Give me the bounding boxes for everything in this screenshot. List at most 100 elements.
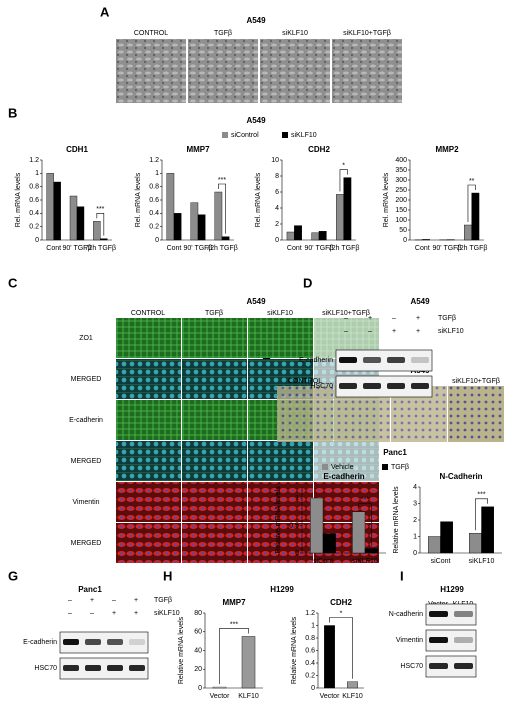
transwell-image [277, 386, 333, 442]
condition-sign: – [90, 610, 94, 617]
bar [352, 511, 366, 554]
bar [214, 191, 223, 241]
blot-band [63, 665, 79, 671]
blot-frame [425, 655, 477, 678]
y-tick-label: 1.2 [305, 610, 315, 617]
row-label: Vimentin [72, 499, 99, 506]
bar [294, 225, 302, 241]
blot-band [129, 639, 145, 645]
significance-bracket [475, 498, 488, 531]
y-tick-label: 0.4 [305, 660, 315, 667]
x-tick-label: 90' TGFβ [433, 245, 462, 252]
significance-label: *** [361, 497, 369, 504]
y-tick-label: 0 [295, 550, 299, 557]
bar [212, 686, 227, 689]
fluorescence-image [116, 523, 181, 563]
bar [241, 636, 256, 689]
bar [310, 497, 324, 554]
micrograph [188, 39, 258, 103]
blot-band [429, 611, 448, 617]
chart-title: MMP7 [222, 598, 246, 607]
y-tick-label: 1.2 [149, 157, 159, 164]
bar [336, 194, 344, 241]
fluorescence-image [182, 318, 247, 358]
bar [469, 533, 482, 554]
y-tick-label: 0.2 [29, 224, 39, 231]
y-tick-label: 1 [155, 170, 159, 177]
condition-label: TGFβ [438, 315, 456, 322]
chart-title: N-Cadherin [439, 472, 482, 481]
panel-title: Panc1 [383, 448, 407, 457]
row-label: E-cadherin [69, 417, 103, 424]
blot-band [107, 665, 123, 671]
chart-title: CDH2 [308, 145, 330, 154]
bar [440, 521, 454, 554]
blot-band [429, 637, 448, 643]
y-tick-label: 0.5 [289, 522, 299, 529]
band-label: N-cadherin [389, 611, 423, 618]
blot-band [411, 357, 429, 363]
y-tick-label: 300 [395, 177, 407, 184]
y-tick-label: 4 [275, 205, 279, 212]
panel-title: A549 [410, 297, 430, 306]
fluorescence-image [248, 441, 313, 481]
y-axis-label: Relative mRNA levels [291, 616, 298, 684]
bar [343, 177, 352, 241]
blot-frame [335, 375, 433, 398]
condition-sign: + [134, 610, 138, 617]
legend-label: Vehicle [331, 464, 354, 471]
legend-label: siControl [231, 132, 259, 139]
bar [173, 213, 182, 241]
y-tick-label: 6 [275, 189, 279, 196]
fluorescence-image [116, 318, 181, 358]
band-label: Vimentin [396, 637, 423, 644]
column-label: TGFβ [205, 310, 223, 317]
y-tick-label: 80 [194, 610, 202, 617]
significance-bracket [219, 628, 249, 685]
blot-band [339, 357, 357, 363]
row-label: ZO1 [79, 335, 93, 342]
fluorescence-image [116, 359, 181, 399]
chart-title: E-cadherin [323, 472, 364, 481]
condition-sign: – [344, 315, 348, 322]
significance-label: *** [218, 177, 226, 184]
y-axis-label: Rel. mRNA levels [15, 172, 22, 227]
chart-title: CDH1 [66, 145, 88, 154]
panel-letter: D [303, 275, 312, 290]
y-tick-label: 50 [399, 227, 407, 234]
legend-swatch [382, 464, 388, 470]
band-label: E-cadherin [299, 357, 333, 364]
band-label: HSC70 [400, 663, 423, 670]
significance-bracket [358, 503, 372, 546]
y-tick-label: 400 [395, 157, 407, 164]
x-tick-label: 72h TGFβ [85, 245, 117, 252]
blot-band [85, 665, 101, 671]
chart-title: MMP7 [186, 145, 210, 154]
blot-band [387, 383, 405, 389]
y-tick-label: 1 [311, 622, 315, 629]
column-label: CONTROL [131, 310, 165, 317]
bar [190, 202, 199, 241]
column-label: TGFβ [214, 30, 232, 37]
y-tick-label: 8 [275, 173, 279, 180]
condition-sign: + [368, 315, 372, 322]
blot-frame [335, 349, 433, 372]
blot-band [429, 663, 448, 669]
y-tick-label: 4 [413, 484, 417, 491]
fluorescence-image [182, 400, 247, 440]
y-tick-label: 1 [35, 170, 39, 177]
blot-band [85, 639, 101, 645]
fluorescence-image [182, 441, 247, 481]
column-label: siKLF10+TGFβ [343, 30, 391, 37]
blot-band [339, 383, 357, 389]
y-tick-label: 0.8 [29, 184, 39, 191]
panel-title: H1299 [270, 585, 294, 594]
y-axis-label: Rel. mRNA levels [255, 172, 262, 227]
y-tick-label: 1.2 [29, 157, 39, 164]
bar [197, 214, 206, 241]
significance-label: *** [96, 206, 104, 213]
bar [166, 173, 175, 241]
panel-title: A549 [246, 116, 266, 125]
x-tick-label: siKLF10 [352, 558, 378, 565]
